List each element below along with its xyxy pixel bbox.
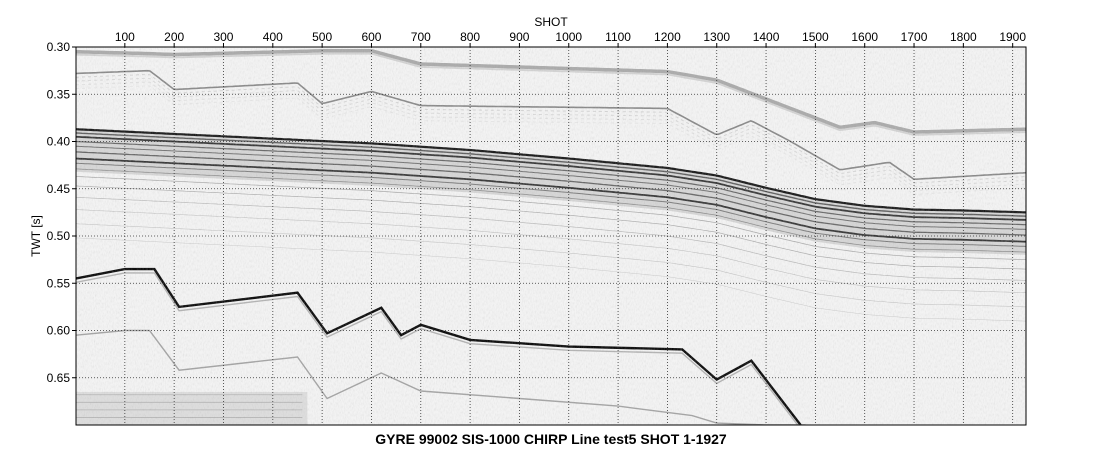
x-tick-label-2: 300 [213, 30, 233, 44]
y-tick-label-4: 0.50 [47, 229, 71, 243]
x-tick-label-13: 1400 [753, 30, 780, 44]
x-axis-ticks: 100 200 300 400 500 600 700 800 900 1000 1100 1200 1… [115, 30, 1026, 47]
x-tick-label-0: 100 [115, 30, 135, 44]
x-tick-label-8: 900 [509, 30, 529, 44]
x-tick-label-7: 800 [460, 30, 480, 44]
y-tick-label-0: 0.30 [47, 40, 71, 54]
y-tick-label-6: 0.60 [47, 324, 71, 338]
x-tick-label-1: 200 [164, 30, 184, 44]
x-tick-label-17: 1800 [950, 30, 977, 44]
x-tick-label-18: 1900 [999, 30, 1026, 44]
y-axis-ticks: 0.30 0.35 0.40 0.45 0.50 0.55 0.60 0.65 [47, 40, 76, 385]
x-axis-label: SHOT [534, 15, 568, 29]
y-tick-label-7: 0.65 [47, 371, 71, 385]
y-tick-label-1: 0.35 [47, 87, 71, 101]
x-tick-label-15: 1600 [851, 30, 878, 44]
x-tick-label-6: 700 [411, 30, 431, 44]
x-tick-label-3: 400 [263, 30, 283, 44]
x-tick-label-10: 1100 [605, 30, 631, 44]
y-tick-label-2: 0.40 [47, 135, 71, 149]
y-tick-label-3: 0.45 [47, 182, 71, 196]
x-tick-label-5: 600 [361, 30, 381, 44]
y-axis-label: TWT [s] [29, 215, 43, 257]
x-tick-label-4: 500 [312, 30, 332, 44]
x-tick-label-11: 1200 [654, 30, 681, 44]
x-tick-label-16: 1700 [901, 30, 928, 44]
chart-title: GYRE 99002 SIS-1000 CHIRP Line test5 SHO… [375, 431, 727, 447]
x-tick-label-12: 1300 [703, 30, 730, 44]
grid [76, 47, 1026, 425]
y-tick-label-5: 0.55 [47, 276, 71, 290]
x-tick-label-9: 1000 [555, 30, 582, 44]
x-tick-label-14: 1500 [802, 30, 829, 44]
